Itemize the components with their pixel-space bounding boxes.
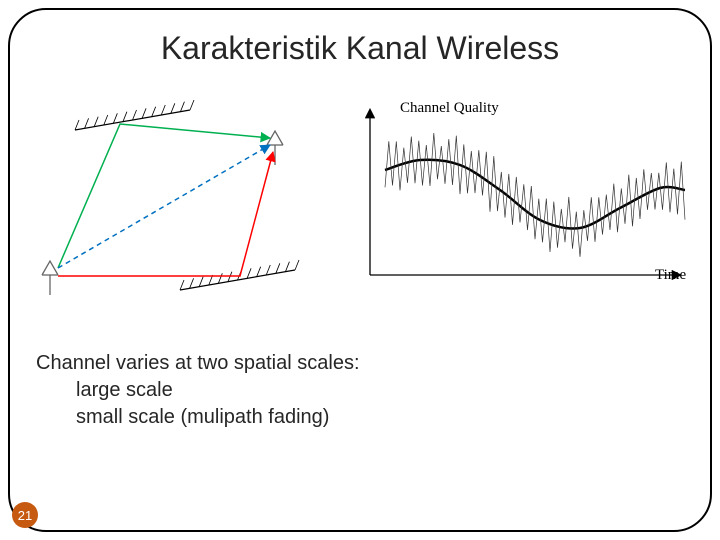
content-area: Channel Quality Time	[30, 100, 690, 500]
caption-line-2: large scale	[36, 377, 360, 404]
page-number-badge: 21	[12, 502, 38, 528]
diagram-row: Channel Quality Time	[30, 100, 690, 330]
caption-block: Channel varies at two spatial scales: la…	[36, 350, 360, 431]
caption-line-1: Channel varies at two spatial scales:	[36, 350, 360, 377]
multipath-svg	[30, 100, 330, 330]
svg-text:Time: Time	[655, 267, 686, 283]
channel-quality-svg: Channel Quality Time	[350, 100, 690, 310]
channel-quality-chart: Channel Quality Time	[350, 100, 690, 330]
multipath-diagram	[30, 100, 340, 330]
caption-line-3: small scale (mulipath fading)	[36, 404, 360, 431]
svg-text:Channel Quality: Channel Quality	[400, 100, 499, 116]
page-title: Karakteristik Kanal Wireless	[0, 30, 720, 67]
